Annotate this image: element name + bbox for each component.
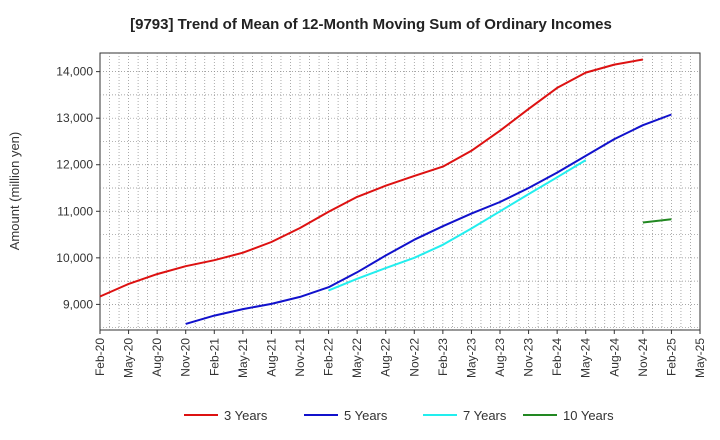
legend-label: 5 Years <box>344 408 388 423</box>
y-axis: 9,000 10,000 11,000 12,000 13,000 14,000 <box>56 65 100 311</box>
legend: 3 Years 5 Years 7 Years 10 Years <box>184 408 614 423</box>
x-tick-label: Nov-20 <box>179 338 193 377</box>
y-tick-label: 11,000 <box>57 204 93 218</box>
legend-label: 7 Years <box>463 408 507 423</box>
x-tick-label: Nov-23 <box>522 338 536 377</box>
x-tick-label: May-20 <box>122 338 136 378</box>
x-tick-label: May-23 <box>464 338 478 378</box>
x-tick-label: Feb-22 <box>322 338 336 376</box>
x-tick-label: Aug-20 <box>150 338 164 377</box>
chart-title: [9793] Trend of Mean of 12-Month Moving … <box>130 16 612 33</box>
x-tick-label: May-21 <box>236 338 250 378</box>
x-tick-label: Aug-23 <box>493 338 507 377</box>
y-tick-label: 10,000 <box>56 251 93 265</box>
x-tick-label: Aug-24 <box>607 338 621 377</box>
x-tick-label: May-24 <box>579 338 593 378</box>
series-line-10-years <box>642 218 672 224</box>
y-axis-label: Amount (million yen) <box>7 132 22 251</box>
x-tick-label: Feb-21 <box>207 338 221 376</box>
x-tick-label: Feb-24 <box>550 338 564 376</box>
series-layer <box>99 58 672 325</box>
legend-label: 10 Years <box>563 408 614 423</box>
series-line-7-years <box>328 159 587 292</box>
y-tick-label: 13,000 <box>56 111 93 125</box>
series-line-3-years <box>99 58 644 298</box>
x-tick-label: May-25 <box>693 338 707 378</box>
x-tick-label: Nov-24 <box>636 338 650 377</box>
legend-label: 3 Years <box>224 408 268 423</box>
grid <box>100 53 700 330</box>
x-tick-label: Feb-23 <box>436 338 450 376</box>
x-axis: Feb-20 May-20 Aug-20 Nov-20 Feb-21 May-21 Aug-… <box>93 330 707 378</box>
x-tick-label: Feb-25 <box>664 338 678 376</box>
y-tick-label: 9,000 <box>63 297 93 311</box>
x-tick-label: May-22 <box>350 338 364 378</box>
y-tick-label: 14,000 <box>56 65 93 79</box>
series-line-5-years <box>185 113 672 325</box>
x-tick-label: Aug-21 <box>264 338 278 377</box>
y-tick-label: 12,000 <box>56 158 93 172</box>
x-tick-label: Nov-22 <box>407 338 421 377</box>
x-tick-label: Nov-21 <box>293 338 307 377</box>
plot-area <box>99 52 701 331</box>
x-tick-label: Aug-22 <box>379 338 393 377</box>
x-tick-label: Feb-20 <box>93 338 107 376</box>
